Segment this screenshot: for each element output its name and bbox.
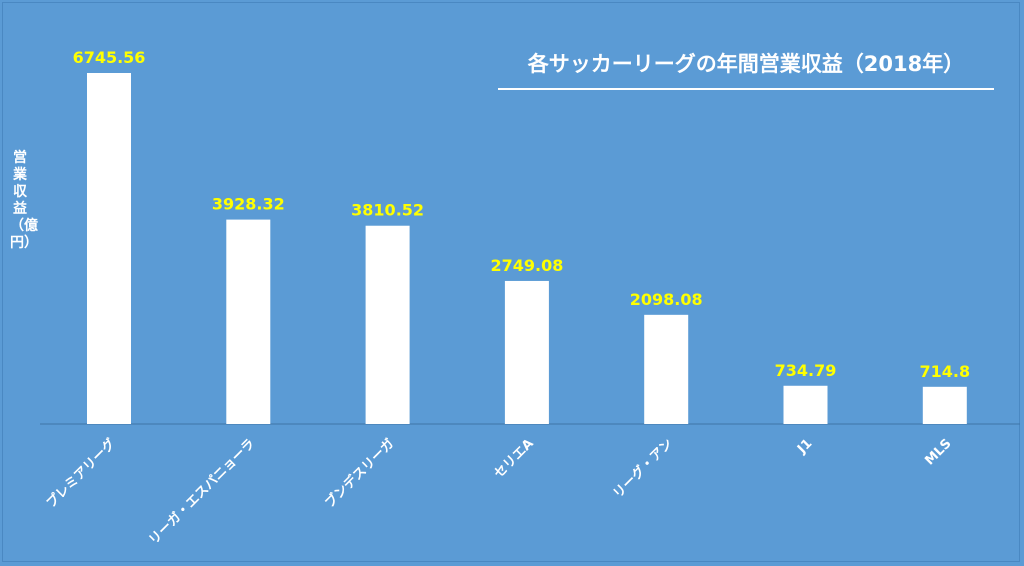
bar-1 bbox=[226, 219, 271, 424]
category-label-2: ブンデスリーガ bbox=[322, 436, 398, 512]
bar-4 bbox=[644, 314, 689, 424]
category-label-5: J1 bbox=[794, 436, 815, 457]
category-label-3: セリエA bbox=[491, 436, 536, 481]
bar-0 bbox=[87, 73, 131, 424]
value-label-4: 2098.08 bbox=[630, 290, 703, 309]
value-label-6: 714.8 bbox=[919, 362, 970, 381]
value-label-1: 3928.32 bbox=[212, 195, 285, 214]
chart-title: 各サッカーリーグの年間営業収益（2018年） bbox=[527, 52, 965, 76]
category-label-4: リーグ・アン bbox=[610, 436, 676, 502]
bar-5 bbox=[783, 385, 828, 424]
bar-3 bbox=[504, 280, 549, 424]
category-label-0: プレミアリーグ bbox=[43, 436, 119, 512]
value-label-2: 3810.52 bbox=[351, 201, 424, 220]
value-label-3: 2749.08 bbox=[490, 256, 563, 275]
title-underline bbox=[498, 88, 994, 90]
value-label-5: 734.79 bbox=[775, 361, 837, 380]
bar-2 bbox=[365, 225, 410, 424]
value-label-0: 6745.56 bbox=[73, 48, 146, 67]
bar-6 bbox=[922, 386, 967, 424]
category-label-1: リーガ・エスパニョーラ bbox=[146, 436, 258, 548]
category-label-6: MLS bbox=[922, 436, 954, 468]
